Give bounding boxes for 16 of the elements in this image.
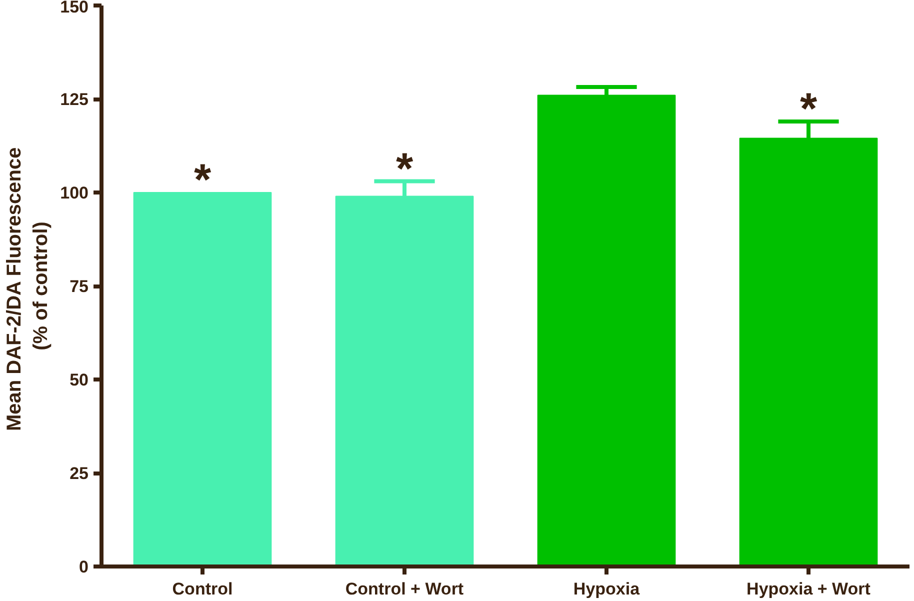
x-tick-label: Hypoxia + Wort (746, 580, 871, 598)
annotation: * (194, 156, 212, 204)
y-tick-label: 75 (70, 277, 89, 296)
y-axis-title: Mean DAF-2/DA Fluorescence (% of control) (4, 147, 52, 432)
x-tick-label: Control + Wort (345, 580, 464, 598)
annotation: * (800, 84, 818, 134)
y-tick-label: 100 (60, 184, 89, 202)
bar (133, 192, 272, 566)
y-tick-label: 25 (70, 464, 89, 483)
y-tick-label: 0 (79, 558, 89, 576)
annotation: * (396, 144, 414, 194)
y-tick-label: 50 (70, 370, 89, 390)
x-tick-label: Hypoxia (573, 580, 640, 598)
y-tick-label: 150 (60, 0, 89, 16)
y-tick-label: 125 (60, 90, 89, 109)
x-tick-label: Control (172, 580, 233, 598)
